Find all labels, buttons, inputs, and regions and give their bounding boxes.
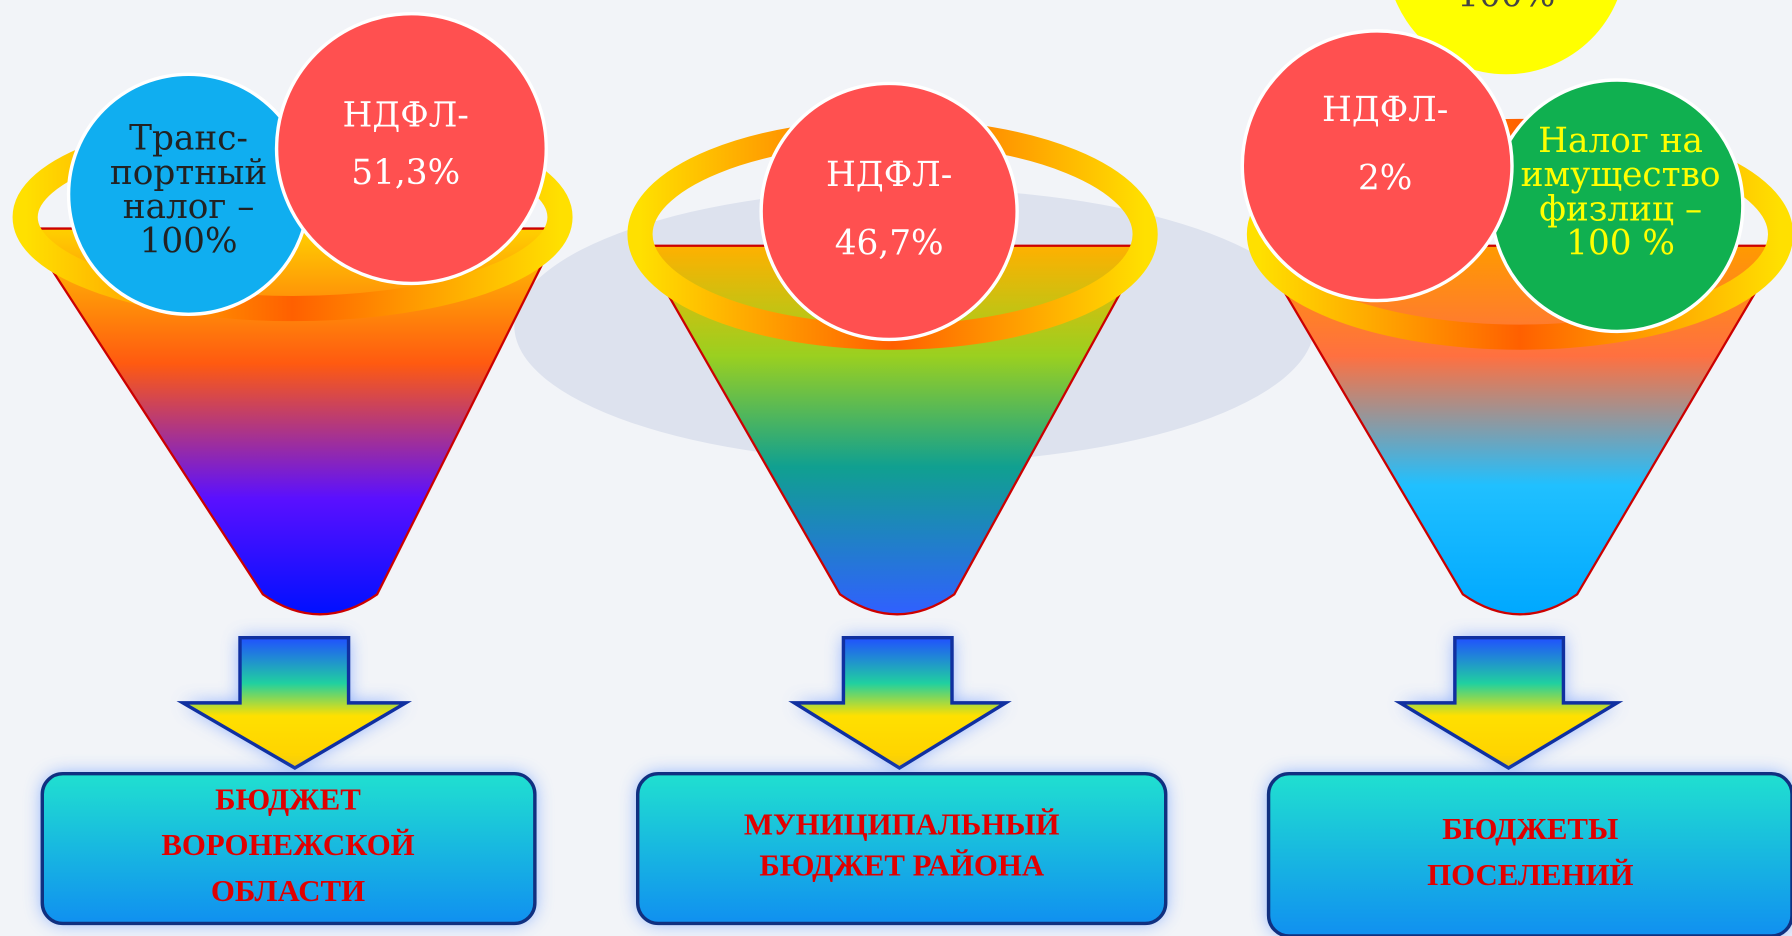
- budget-box: [636, 772, 1168, 926]
- circle-label: физлиц –: [1539, 189, 1702, 229]
- circle-label: имущество: [1521, 155, 1721, 195]
- arrow: [176, 636, 413, 770]
- circle-label: 2%: [1358, 159, 1412, 199]
- circle-label: налог –: [123, 187, 255, 227]
- circle-label: портный: [110, 153, 267, 193]
- budget-box: [40, 772, 537, 926]
- budget-label: БЮДЖЕТЫ: [1442, 812, 1618, 846]
- circle-label: НДФЛ-: [343, 96, 469, 136]
- budget-label: ОБЛАСТИ: [211, 874, 365, 908]
- circle-label: 46,7%: [835, 224, 944, 264]
- circle-label: 100%: [1457, 0, 1555, 16]
- budget-label: БЮДЖЕТ РАЙОНА: [759, 849, 1045, 883]
- circle-label: Транс-: [129, 119, 248, 159]
- circle-label: 100%: [140, 221, 238, 261]
- budget-label: БЮДЖЕТ: [215, 782, 361, 816]
- budget-label: МУНИЦИПАЛЬНЫЙ: [744, 808, 1060, 842]
- circle-label: Налог на: [1538, 121, 1703, 161]
- budget-box: [1266, 772, 1792, 936]
- circle: [759, 81, 1019, 342]
- arrow: [1393, 636, 1624, 770]
- circle: [1240, 29, 1514, 303]
- circle-label: 100 %: [1566, 224, 1675, 264]
- budget-label: ПОСЕЛЕНИЙ: [1427, 858, 1633, 892]
- arrow: [788, 636, 1012, 771]
- circle-label: НДФЛ-: [826, 155, 952, 195]
- circle-label: 51,3%: [351, 153, 460, 193]
- circle: [274, 11, 548, 286]
- circle-label: НДФЛ-: [1322, 90, 1448, 130]
- budget-label: ВОРОНЕЖСКОЙ: [161, 828, 414, 862]
